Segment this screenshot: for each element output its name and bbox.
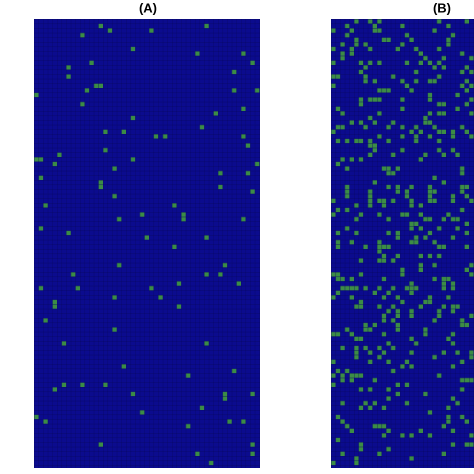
panel-title: (A)	[139, 0, 157, 15]
grid-overlay	[34, 19, 260, 468]
panel-title: (B)	[433, 0, 451, 15]
grid-overlay	[331, 19, 474, 468]
